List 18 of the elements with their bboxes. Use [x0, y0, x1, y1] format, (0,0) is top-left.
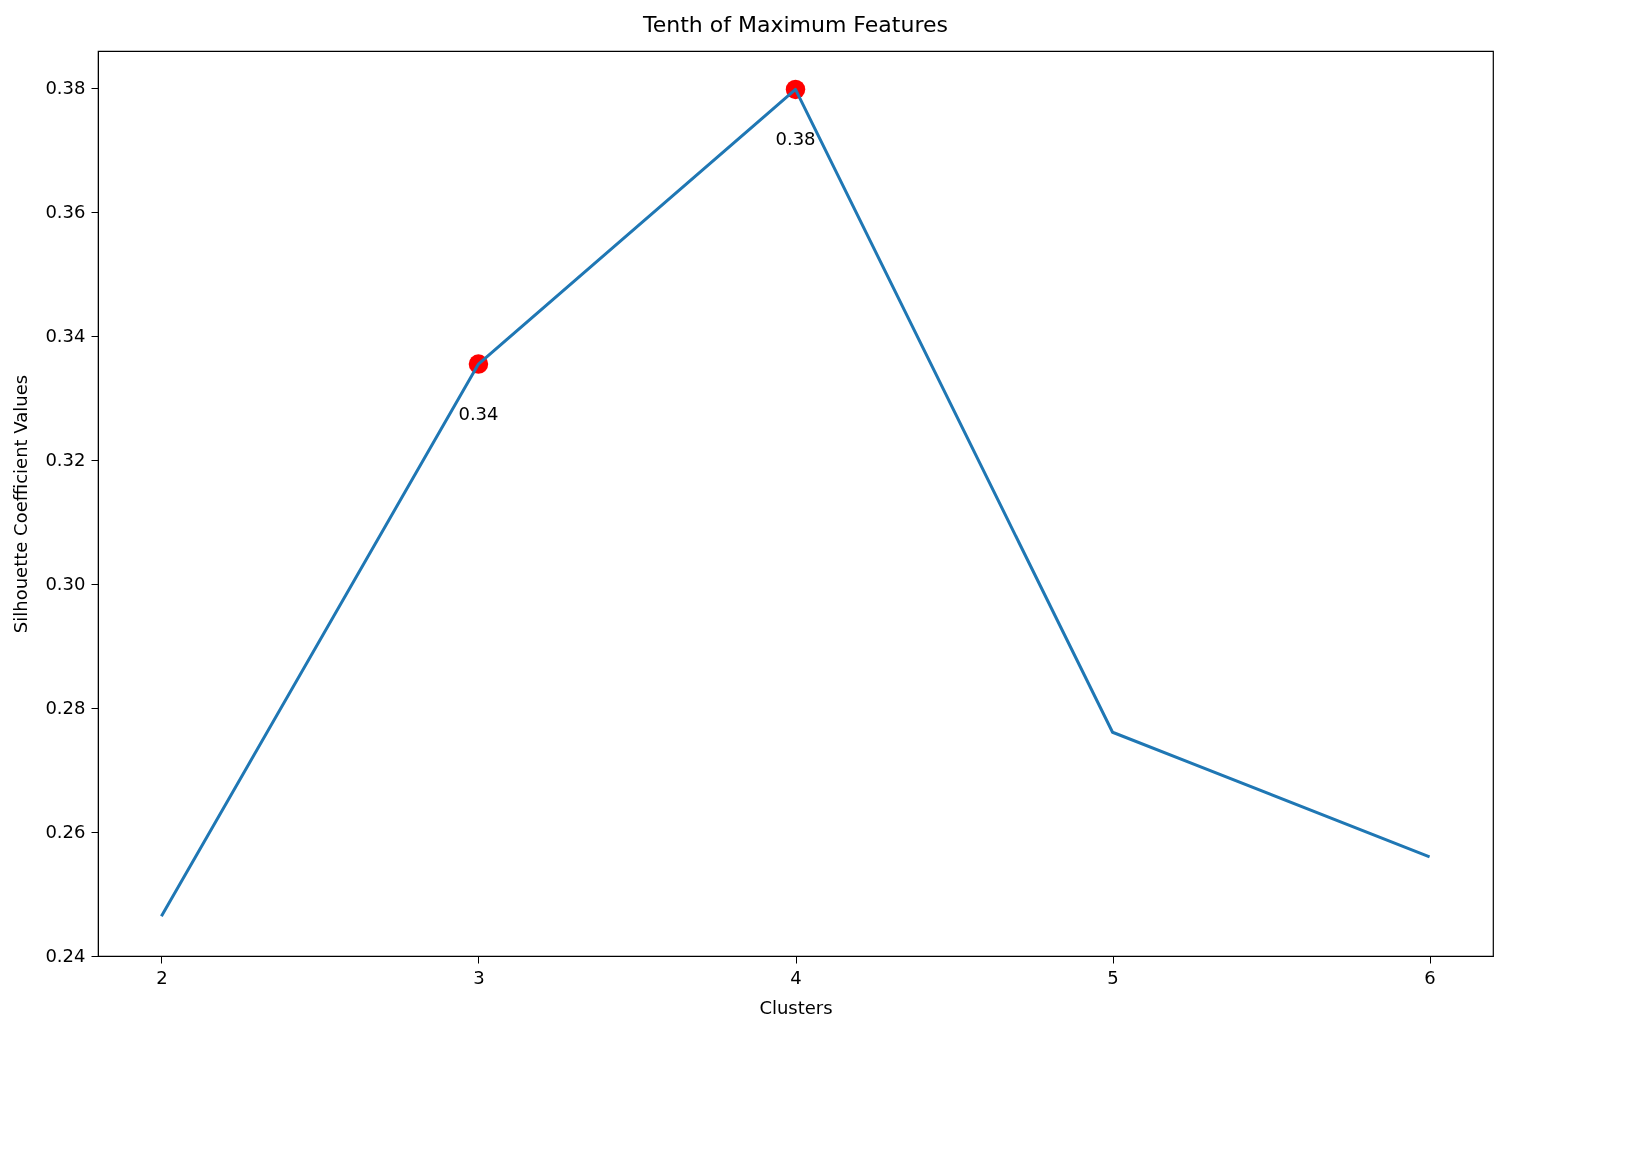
y-tick-label: 0.28 — [45, 696, 86, 718]
x-tick-label: 5 — [1107, 966, 1119, 988]
x-tick-label: 4 — [790, 966, 802, 988]
y-tick-label: 0.24 — [45, 944, 86, 966]
data-label: 0.38 — [775, 128, 816, 150]
data-label: 0.34 — [458, 403, 499, 425]
x-tick-label: 2 — [156, 966, 168, 988]
chart-title: Tenth of Maximum Features — [642, 12, 948, 37]
y-tick-label: 0.32 — [45, 448, 86, 470]
y-tick-label: 0.36 — [45, 200, 86, 222]
x-tick-label: 6 — [1424, 966, 1436, 988]
y-tick-label: 0.26 — [45, 820, 86, 842]
y-tick-label: 0.34 — [45, 324, 86, 346]
y-tick-label: 0.38 — [45, 76, 86, 98]
y-axis-title: Silhouette Coefficient Values — [10, 374, 32, 634]
x-axis-title: Clusters — [759, 996, 833, 1018]
x-tick-label: 3 — [473, 966, 485, 988]
y-tick-label: 0.30 — [45, 572, 86, 594]
